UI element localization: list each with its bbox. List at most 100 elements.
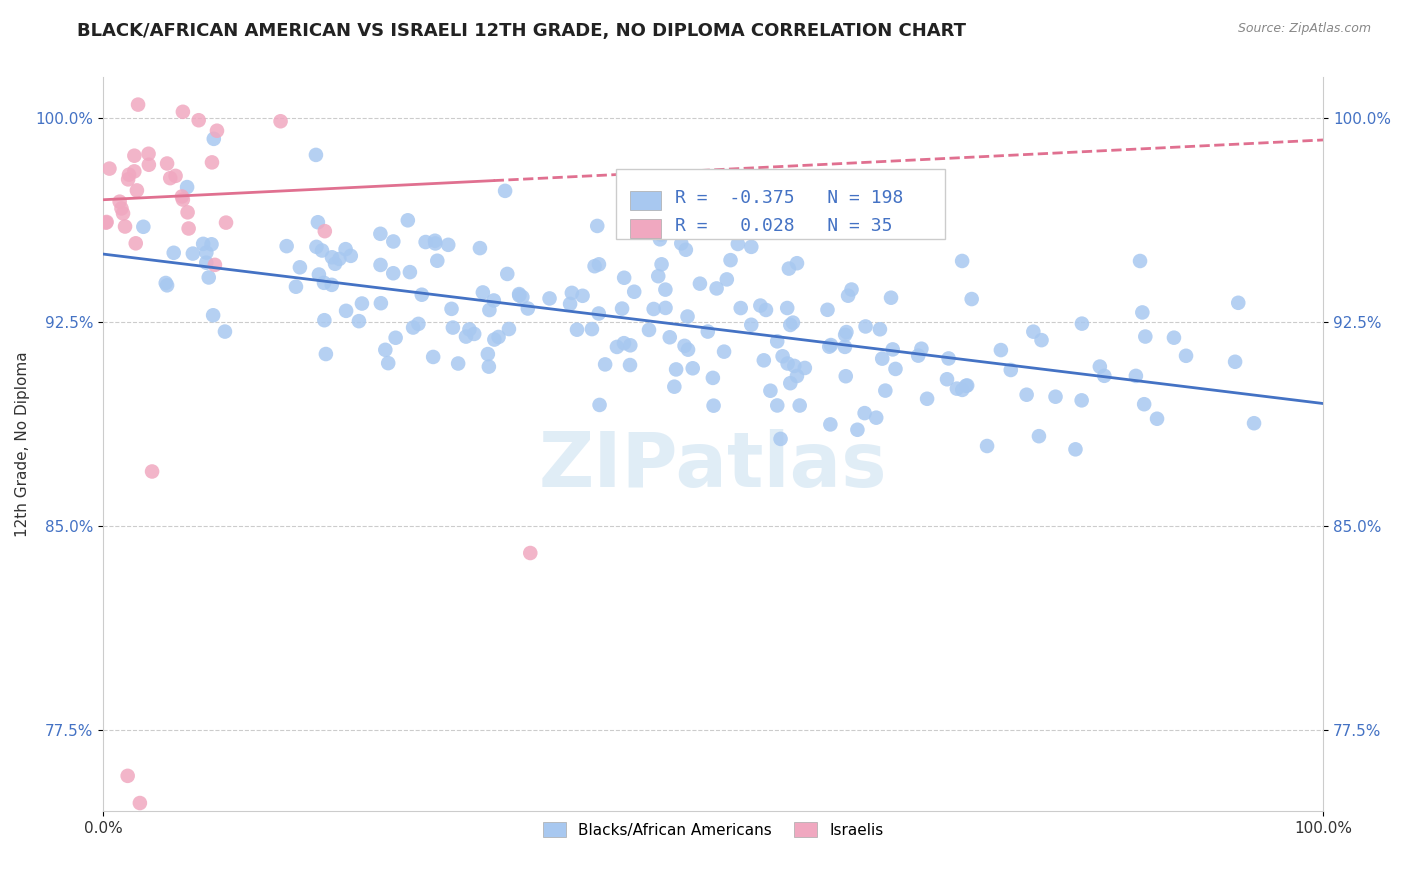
Point [1070, 393, 1092, 408]
Text: R =   0.028   N = 35: R = 0.028 N = 35 [675, 218, 893, 235]
Point [643, 301, 665, 316]
Bar [630, 191, 661, 210]
Point [396, 213, 419, 227]
Point [1130, 305, 1153, 319]
Point [571, 289, 593, 303]
Point [853, 406, 876, 420]
Point [172, 104, 194, 119]
Point [619, 358, 641, 372]
Point [382, 266, 405, 280]
Point [706, 281, 728, 295]
Point [749, 299, 772, 313]
Point [1070, 317, 1092, 331]
Point [478, 359, 501, 374]
Point [1000, 363, 1022, 377]
Point [676, 343, 699, 357]
Point [727, 237, 749, 252]
Point [1092, 368, 1115, 383]
Point [638, 323, 661, 337]
Point [956, 378, 979, 392]
Point [370, 227, 392, 241]
Point [865, 410, 887, 425]
Point [950, 254, 973, 268]
Point [664, 379, 686, 393]
Point [855, 319, 877, 334]
Point [1135, 329, 1157, 343]
Point [946, 382, 969, 396]
Point [835, 325, 858, 339]
Point [458, 322, 481, 336]
Point [740, 318, 762, 332]
Point [200, 237, 222, 252]
Point [197, 270, 219, 285]
Point [305, 148, 328, 162]
Point [665, 362, 688, 376]
Point [314, 313, 336, 327]
Point [960, 292, 983, 306]
Point [650, 227, 672, 242]
Point [323, 257, 346, 271]
Point [675, 243, 697, 257]
Point [276, 239, 298, 253]
Point [127, 97, 149, 112]
Point [1022, 325, 1045, 339]
Point [769, 432, 792, 446]
Point [399, 265, 422, 279]
Point [752, 353, 775, 368]
Point [284, 279, 307, 293]
Point [1125, 368, 1147, 383]
Point [740, 240, 762, 254]
Point [786, 256, 808, 270]
Point [314, 224, 336, 238]
Point [671, 236, 693, 251]
Point [1028, 429, 1050, 443]
Point [110, 202, 132, 216]
Point [270, 114, 292, 128]
Point [820, 417, 842, 432]
Point [138, 146, 160, 161]
Point [94, 216, 117, 230]
Point [118, 168, 141, 182]
Point [463, 326, 485, 341]
Point [335, 242, 357, 256]
Point [586, 219, 609, 233]
Point [759, 384, 782, 398]
Point [440, 301, 463, 316]
Point [163, 245, 186, 260]
Point [374, 343, 396, 357]
Point [425, 236, 447, 251]
Point [124, 164, 146, 178]
Point [312, 276, 335, 290]
Point [654, 301, 676, 315]
Point [676, 310, 699, 324]
Point [689, 277, 711, 291]
Point [713, 344, 735, 359]
Point [350, 296, 373, 310]
Point [98, 161, 121, 176]
Point [720, 253, 742, 268]
Point [779, 318, 801, 332]
Bar [630, 219, 661, 238]
Point [195, 245, 218, 260]
Y-axis label: 12th Grade, No Diploma: 12th Grade, No Diploma [15, 351, 30, 537]
Point [772, 349, 794, 363]
Point [141, 465, 163, 479]
Point [512, 290, 534, 304]
Point [172, 193, 194, 207]
Point [776, 301, 799, 315]
Point [484, 333, 506, 347]
Point [215, 216, 238, 230]
Point [583, 259, 606, 273]
Point [177, 221, 200, 235]
Point [647, 269, 669, 284]
Point [1133, 397, 1156, 411]
Point [613, 336, 636, 351]
Point [617, 226, 640, 240]
Point [496, 267, 519, 281]
Point [990, 343, 1012, 357]
Point [766, 399, 789, 413]
Point [950, 383, 973, 397]
Point [834, 327, 856, 342]
Text: Source: ZipAtlas.com: Source: ZipAtlas.com [1237, 22, 1371, 36]
Point [156, 156, 179, 170]
